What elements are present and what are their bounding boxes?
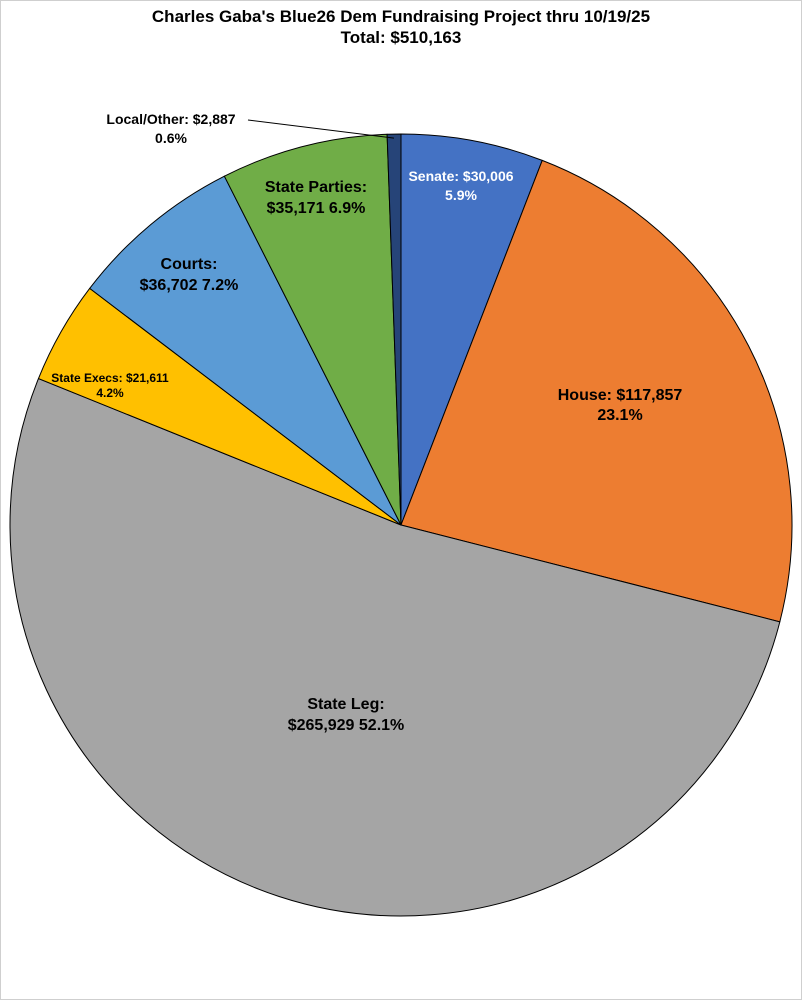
slice-value-state-parties: $35,171 6.9% [267,200,366,217]
slice-value-state-leg: $265,929 52.1% [288,717,405,734]
chart-title-block: Charles Gaba's Blue26 Dem Fundraising Pr… [0,6,802,48]
slice-label-house: House: $117,857 [558,387,683,404]
slice-label-state-execs: State Execs: $21,611 [51,371,169,385]
slice-label-local-other: Local/Other: $2,887 [106,111,235,127]
slice-value-courts: $36,702 7.2% [140,277,239,294]
pie-slice-courts [89,175,402,526]
pie-slice-state-leg [9,378,781,917]
pie-slice-house [400,159,793,623]
slice-value-senate: 5.9% [445,187,477,203]
leader-line-local-other [247,119,395,139]
slice-value-state-execs: 4.2% [96,386,124,400]
chart-title: Charles Gaba's Blue26 Dem Fundraising Pr… [151,7,651,26]
slice-label-state-parties: State Parties: [265,179,367,196]
pie-slice-state-parties [223,133,402,526]
slice-label-courts: Courts: [161,256,218,273]
pie-slice-local-other [386,133,402,526]
slice-label-state-leg: State Leg: [307,696,384,713]
chart-subtitle: Total: $510,163 [340,28,462,47]
pie-slice-senate [400,133,543,526]
slices-layer [9,133,793,917]
slice-value-house: 23.1% [597,407,642,424]
labels-layer: Senate: $30,006 5.9% House: $117,857 23.1% S… [51,111,682,734]
slice-value-local-other: 0.6% [155,130,187,146]
slice-label-senate: Senate: $30,006 [408,168,513,184]
